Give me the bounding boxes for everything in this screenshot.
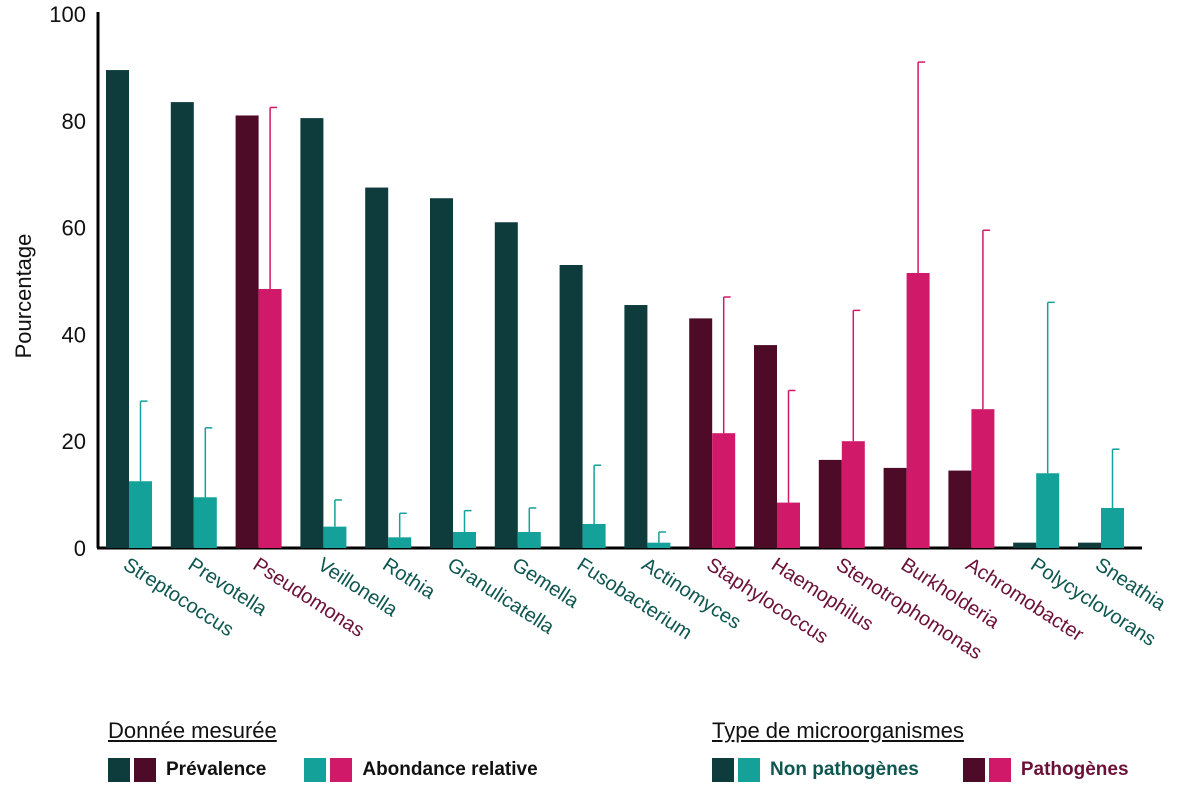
bar-abundance — [517, 531, 541, 548]
swatch-pathogen-prevalence — [962, 758, 985, 782]
legend-type-title: Type de microorganismes — [712, 718, 964, 743]
bar-abundance — [582, 523, 606, 548]
bar-prevalence — [430, 198, 453, 549]
bar-abundance — [129, 481, 152, 548]
bar-abundance — [258, 289, 282, 548]
bar-prevalence — [1013, 542, 1037, 548]
legend-non-pathogen-label: Non pathogènes — [770, 759, 919, 780]
x-tick-label: Pseudomonas — [249, 554, 368, 642]
bar-abundance — [323, 526, 347, 548]
bar-abundance — [193, 497, 217, 548]
legend-non-pathogen: Non pathogènes — [712, 758, 919, 782]
legend-measure: Donnée mesurée Prévalence Abondance rela… — [108, 718, 538, 782]
bar-prevalence — [559, 264, 583, 548]
bar-prevalence — [624, 305, 648, 548]
y-tick-label: 0 — [74, 536, 86, 561]
bar-prevalence — [170, 102, 194, 549]
bar-chart: 0 20 40 60 80 100 StreptococcusPrevotellaPseu… — [11, 2, 1170, 665]
bar-prevalence — [300, 118, 324, 548]
legend-pathogen: Pathogènes — [962, 758, 1129, 782]
bar-prevalence — [754, 345, 777, 548]
error-bars — [139, 61, 1120, 543]
bar-abundance — [841, 441, 865, 548]
bar-prevalence — [818, 459, 842, 548]
swatch-abundance-pathogen — [330, 758, 353, 782]
bar-abundance — [971, 409, 995, 548]
y-tick-label: 20 — [62, 429, 86, 454]
bar-abundance — [1101, 507, 1124, 548]
y-tick-label: 100 — [49, 2, 86, 27]
swatch-prevalence-non-pathogen — [108, 758, 130, 782]
bar-abundance — [777, 502, 800, 548]
legend-type: Type de microorganismes Non pathogènes P… — [712, 718, 1129, 782]
legend-measure-items: Prévalence Abondance relative — [108, 758, 538, 782]
swatch-pathogen-abundance — [988, 758, 1011, 782]
bar-prevalence — [948, 470, 972, 548]
bar-prevalence — [883, 467, 907, 548]
swatch-non-pathogen-prevalence — [712, 758, 734, 782]
y-tick-label: 40 — [62, 322, 86, 347]
bar-prevalence — [235, 115, 259, 549]
legend-abundance-label: Abondance relative — [362, 759, 538, 780]
x-tick-label: Fusobacterium — [573, 554, 696, 644]
y-tick-label: 80 — [62, 109, 86, 134]
legend-abundance: Abondance relative — [304, 758, 538, 782]
bar-prevalence — [106, 70, 129, 548]
legend-measure-title: Donnée mesurée — [108, 718, 277, 743]
y-axis-label: Pourcentage — [11, 234, 36, 359]
y-tick-label: 60 — [62, 216, 86, 241]
bar-abundance — [453, 531, 476, 548]
bars — [106, 70, 1124, 549]
bar-abundance — [388, 537, 412, 548]
swatch-abundance-non-pathogen — [304, 758, 327, 782]
bar-abundance — [712, 433, 736, 548]
x-axis-labels: StreptococcusPrevotellaPseudomonasVeillo… — [119, 554, 1170, 665]
x-tick-label: Streptococcus — [119, 554, 237, 641]
bar-abundance — [906, 272, 930, 548]
bar-prevalence — [365, 187, 389, 549]
swatch-non-pathogen-abundance — [738, 758, 760, 782]
legend-prevalence-label: Prévalence — [166, 759, 267, 780]
bar-abundance — [1036, 473, 1060, 548]
bar-prevalence — [1078, 542, 1101, 548]
legend-prevalence: Prévalence — [108, 758, 266, 782]
swatch-prevalence-pathogen — [134, 758, 156, 782]
bar-prevalence — [689, 318, 713, 548]
bar-prevalence — [494, 222, 518, 548]
legend-type-items: Non pathogènes Pathogènes — [712, 758, 1129, 782]
bar-abundance — [647, 542, 671, 548]
legend-pathogen-label: Pathogènes — [1020, 759, 1129, 780]
